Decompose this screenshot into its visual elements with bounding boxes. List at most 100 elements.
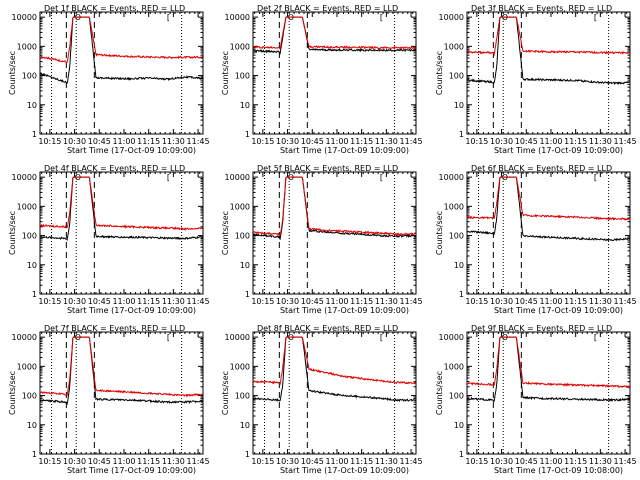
event-marker: [ xyxy=(167,173,170,182)
chart-panel-1: Det 1f BLACK = Events, RED = LLD 1 10 100 10… xyxy=(8,4,210,155)
x-tick-label: 11:15 xyxy=(350,457,373,466)
x-tick-label: 10:30 xyxy=(490,137,513,146)
x-tick-label: 11:15 xyxy=(350,137,373,146)
y-axis-label: Counts/sec xyxy=(8,51,17,95)
x-tick-label: 11:45 xyxy=(614,457,637,466)
y-tick-label: 10000 xyxy=(439,333,464,342)
y-tick-label: 100 xyxy=(449,232,464,241)
chart-title: Det 8f BLACK = Events, RED = LLD xyxy=(257,324,398,333)
x-tick-label: 11:45 xyxy=(400,297,423,306)
x-axis-label: Start Time (17-Oct-09 10:09:00) xyxy=(280,306,409,315)
y-tick-label: 1000 xyxy=(230,42,250,51)
chart-title: Det 7f BLACK = Events, RED = LLD xyxy=(44,324,185,333)
y-tick-label: 100 xyxy=(449,72,464,81)
chart-title: Det 1f BLACK = Events, RED = LLD xyxy=(44,4,185,13)
y-tick-label: 10000 xyxy=(12,173,37,182)
y-tick-label: 10000 xyxy=(439,173,464,182)
plot-frame xyxy=(466,331,631,455)
chart-panel-5: Det 5f BLACK = Events, RED = LLD 1 10 100 10… xyxy=(221,164,423,315)
y-axis-label: Counts/sec xyxy=(435,51,444,95)
x-tick-label: 11:15 xyxy=(564,297,587,306)
event-marker: [ xyxy=(594,333,597,342)
x-tick-label: 10:15 xyxy=(38,457,61,466)
y-tick-label: 1000 xyxy=(444,42,464,51)
x-tick-label: 10:30 xyxy=(276,457,299,466)
x-tick-label: 10:45 xyxy=(301,137,324,146)
y-tick-label: 10000 xyxy=(225,333,250,342)
y-tick-label: 1 xyxy=(32,290,37,299)
x-tick-label: 11:15 xyxy=(564,137,587,146)
x-axis-label: Start Time (17-Oct-09 10:09:00) xyxy=(280,466,409,475)
plot-frame xyxy=(252,171,417,295)
series-line-events xyxy=(39,16,203,84)
y-axis-label: Counts/sec xyxy=(221,51,230,95)
y-tick-label: 1000 xyxy=(230,362,250,371)
y-tick-label: 1 xyxy=(459,290,464,299)
y-axis-label: Counts/sec xyxy=(435,211,444,255)
y-tick-label: 10000 xyxy=(225,173,250,182)
y-tick-label: 1 xyxy=(32,130,37,139)
x-tick-label: 10:45 xyxy=(88,297,111,306)
x-tick-label: 10:45 xyxy=(515,457,538,466)
y-tick-label: 1 xyxy=(245,450,250,459)
x-axis-label: Start Time (17-Oct-09 10:09:00) xyxy=(67,306,196,315)
x-tick-label: 11:00 xyxy=(325,457,348,466)
y-tick-label: 1000 xyxy=(444,362,464,371)
series-line-lld xyxy=(466,16,630,57)
y-tick-label: 10 xyxy=(454,101,464,110)
event-marker: [ xyxy=(594,13,597,22)
x-axis-label: Start Time (17-Oct-09 10:09:00) xyxy=(67,146,196,155)
x-tick-label: 10:30 xyxy=(276,297,299,306)
x-tick-label: 11:30 xyxy=(589,297,612,306)
x-tick-label: 11:15 xyxy=(137,297,160,306)
x-tick-label: 10:15 xyxy=(251,297,274,306)
plot-frame xyxy=(39,331,204,455)
y-tick-label: 10 xyxy=(240,261,250,270)
chart-title: Det 2f BLACK = Events, RED = LLD xyxy=(257,4,398,13)
series-line-lld xyxy=(39,176,203,231)
y-tick-label: 10000 xyxy=(439,13,464,22)
x-tick-label: 10:45 xyxy=(301,297,324,306)
x-tick-label: 11:00 xyxy=(112,297,135,306)
x-tick-label: 10:15 xyxy=(251,457,274,466)
series-line-lld xyxy=(252,176,416,237)
y-tick-label: 100 xyxy=(235,232,250,241)
event-marker: [ xyxy=(380,333,383,342)
x-tick-label: 11:45 xyxy=(614,297,637,306)
y-tick-label: 1000 xyxy=(17,362,37,371)
series-line-events xyxy=(466,16,630,86)
event-marker: [ xyxy=(380,13,383,22)
x-tick-label: 10:15 xyxy=(465,297,488,306)
x-tick-label: 10:45 xyxy=(88,137,111,146)
x-axis-label: Start Time (17-Oct-09 10:09:00) xyxy=(67,466,196,475)
x-tick-label: 11:30 xyxy=(589,457,612,466)
x-tick-label: 11:45 xyxy=(614,137,637,146)
y-tick-label: 10 xyxy=(27,261,37,270)
x-tick-label: 11:00 xyxy=(539,297,562,306)
x-tick-label: 11:00 xyxy=(539,137,562,146)
x-tick-label: 11:00 xyxy=(325,137,348,146)
y-tick-label: 1 xyxy=(459,130,464,139)
y-tick-label: 1 xyxy=(32,450,37,459)
y-tick-label: 10000 xyxy=(12,333,37,342)
series-line-lld xyxy=(466,176,630,221)
chart-panel-4: Det 4f BLACK = Events, RED = LLD 1 10 100 10… xyxy=(8,164,210,315)
x-tick-label: 10:15 xyxy=(465,137,488,146)
chart-title: Det 5f BLACK = Events, RED = LLD xyxy=(257,164,398,173)
x-tick-label: 11:30 xyxy=(162,137,185,146)
y-tick-label: 10 xyxy=(240,101,250,110)
y-tick-label: 1000 xyxy=(230,202,250,211)
x-axis-label: Start Time (17-Oct-09 10:09:00) xyxy=(494,306,623,315)
x-axis-label: Start Time (17-Oct-09 10:09:00) xyxy=(280,146,409,155)
chart-title: Det 9f BLACK = Events, RED = LLD xyxy=(471,324,612,333)
y-axis-label: Counts/sec xyxy=(221,371,230,415)
x-tick-label: 11:30 xyxy=(375,457,398,466)
x-tick-label: 10:30 xyxy=(63,457,86,466)
series-line-lld xyxy=(252,16,416,51)
x-tick-label: 11:15 xyxy=(137,137,160,146)
y-tick-label: 10 xyxy=(240,421,250,430)
series-line-events xyxy=(39,336,203,406)
y-tick-label: 1000 xyxy=(444,202,464,211)
series-line-events xyxy=(39,176,203,242)
